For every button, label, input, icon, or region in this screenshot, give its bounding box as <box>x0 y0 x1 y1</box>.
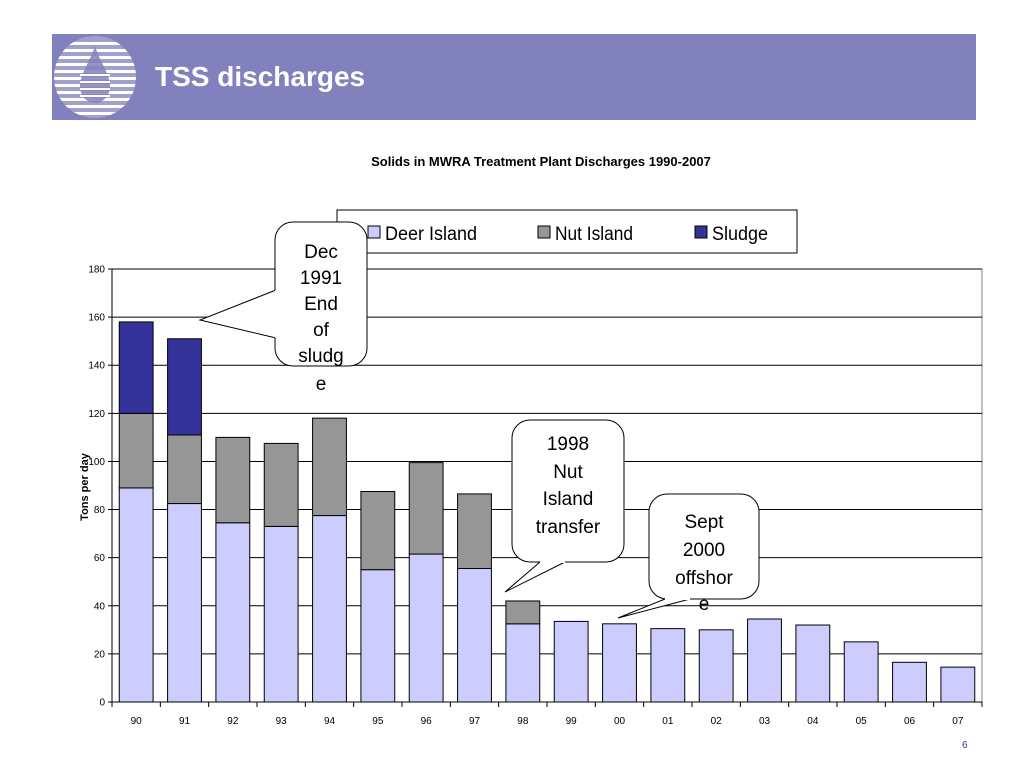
x-tick-label: 93 <box>276 716 288 727</box>
callout-text: Dec <box>304 242 338 263</box>
callouts: Dec 1991 End of sludg e 1998 Nut Island transfer S… <box>198 221 760 619</box>
bar-nut-island <box>312 417 347 517</box>
bar-nut-island <box>408 462 444 555</box>
x-tick-label: 01 <box>662 716 674 727</box>
callout-bubble <box>648 493 760 600</box>
callout: Sept 2000 offshor e <box>617 493 760 619</box>
x-tick-label: 03 <box>759 716 771 727</box>
bar-deer-island <box>263 525 299 703</box>
bar-deer-island <box>892 661 927 703</box>
bar-deer-island <box>167 503 202 703</box>
bar-deer-island <box>408 553 444 703</box>
bar-sludge <box>167 338 202 436</box>
title-banner: TSS discharges <box>52 34 976 120</box>
legend-swatch <box>367 225 381 239</box>
y-tick-label: 60 <box>94 553 106 564</box>
bar-deer-island <box>312 515 347 703</box>
bar-nut-island <box>505 600 541 625</box>
y-tick-label: 120 <box>88 409 105 420</box>
x-tick-label: 98 <box>517 716 529 727</box>
callout-text: Sept <box>684 512 724 533</box>
bar-sludge <box>118 321 154 414</box>
page-number: 6 <box>962 740 968 751</box>
callout-tail <box>617 598 691 619</box>
x-tick-label: 99 <box>566 716 578 727</box>
callout: 1998 Nut Island transfer <box>504 419 625 593</box>
legend-label: Nut Island <box>555 224 633 245</box>
legend-label: Deer Island <box>385 224 477 245</box>
bar-deer-island <box>843 641 879 703</box>
bar-deer-island <box>457 567 492 703</box>
legend: Deer Island Nut Island Sludge <box>336 209 798 254</box>
legend-swatch <box>694 225 708 239</box>
x-tick-label: 02 <box>711 716 723 727</box>
bar-deer-island <box>747 618 782 703</box>
legend-swatch <box>537 225 551 239</box>
callout-text: 1998 <box>547 434 589 455</box>
bar-deer-island <box>602 623 637 703</box>
y-tick-label: 140 <box>88 361 105 372</box>
y-axis-label: Tons per day <box>79 452 91 521</box>
bar-nut-island <box>215 436 251 524</box>
bar-nut-island <box>457 493 492 569</box>
legend-label: Sludge <box>712 224 768 245</box>
callout-text: e <box>699 594 710 615</box>
callout: Dec 1991 End of sludg e <box>198 221 368 395</box>
bar-nut-island <box>263 442 299 527</box>
x-tick-label: 94 <box>324 716 336 727</box>
bar-deer-island <box>940 666 976 703</box>
y-tick-label: 180 <box>88 265 105 276</box>
x-tick-label: 95 <box>372 716 384 727</box>
x-tick-label: 06 <box>904 716 916 727</box>
x-tick-label: 97 <box>469 716 481 727</box>
callout-text: transfer <box>536 517 601 538</box>
bar-deer-island <box>698 629 734 703</box>
x-tick-label: 05 <box>856 716 868 727</box>
callout-text: Island <box>543 489 594 510</box>
callout-text: sludg <box>298 346 343 367</box>
chart-title: Solids in MWRA Treatment Plant Discharge… <box>371 154 711 169</box>
y-tick-label: 80 <box>94 505 106 516</box>
callout-text: of <box>313 320 330 341</box>
bar-deer-island <box>650 628 686 703</box>
callout-tail <box>198 289 277 339</box>
legend-box <box>336 209 798 254</box>
y-tick-label: 40 <box>94 601 106 612</box>
bar-deer-island <box>505 623 541 703</box>
x-tick-label: 04 <box>807 716 819 727</box>
callout-text: End <box>304 294 338 315</box>
bars <box>118 321 976 703</box>
x-tick-label: 00 <box>614 716 626 727</box>
x-tick-label: 92 <box>227 716 239 727</box>
x-tick-label: 07 <box>952 716 964 727</box>
x-tick-label: 96 <box>421 716 433 727</box>
bar-nut-island <box>167 434 202 505</box>
bar-deer-island <box>215 522 251 703</box>
bar-deer-island <box>118 487 154 703</box>
bar-deer-island <box>795 624 831 703</box>
water-drop-logo-icon <box>54 36 136 118</box>
callout-tail <box>504 561 566 593</box>
y-tick-label: 100 <box>88 457 105 468</box>
y-tick-label: 160 <box>88 313 105 324</box>
callout-text: Nut <box>553 462 583 483</box>
bar-deer-island <box>553 620 589 703</box>
x-tick-label: 90 <box>131 716 143 727</box>
x-tick-label: 91 <box>179 716 191 727</box>
bar-nut-island <box>360 491 396 571</box>
slide-title: TSS discharges <box>155 61 366 92</box>
callout-text: offshor <box>675 568 733 589</box>
callout-text: 2000 <box>683 540 725 561</box>
bar-deer-island <box>360 569 396 703</box>
callout-text: 1991 <box>300 268 342 289</box>
callout-bubble <box>511 419 625 563</box>
callout-text: e <box>316 374 327 395</box>
y-tick-label: 20 <box>94 649 106 660</box>
bar-nut-island <box>118 412 154 489</box>
y-tick-label: 0 <box>99 698 105 709</box>
